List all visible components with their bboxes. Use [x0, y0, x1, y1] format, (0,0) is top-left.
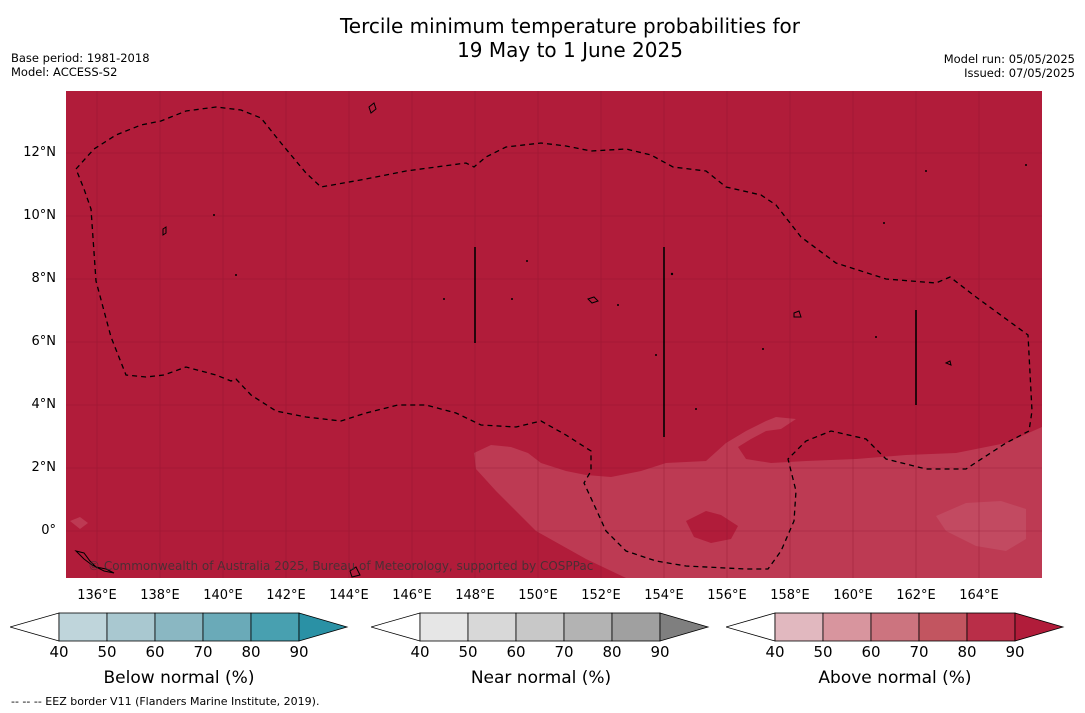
lon-label-156e: 156°E [707, 588, 747, 603]
above-bin-40-50 [774, 612, 824, 642]
above-bin-60-70 [870, 612, 920, 642]
copyright-text: © Commonwealth of Australia 2025, Bureau… [88, 559, 593, 573]
near-tick-70: 70 [554, 643, 574, 661]
lat-label-2n: 2°N [31, 460, 57, 475]
meta-right: Model run: 05/05/2025 Issued: 07/05/2025 [944, 52, 1075, 80]
near-tick-80: 80 [602, 643, 622, 661]
below-tick-50: 50 [97, 643, 117, 661]
west-small-patch [70, 517, 88, 529]
above-tick-90: 90 [1005, 643, 1025, 661]
title-line-1: Tercile minimum temperature probabilitie… [339, 14, 801, 38]
colorbar-near-normal [371, 612, 710, 642]
meta-left: Base period: 1981-2018 Model: ACCESS-S2 [11, 51, 150, 79]
above-bin-70-80 [918, 612, 968, 642]
forecast-map: © Commonwealth of Australia 2025, Bureau… [66, 91, 1042, 578]
near-bin-60-70 [515, 612, 565, 642]
lat-label-0: 0° [41, 523, 56, 538]
lat-label-4n: 4°N [31, 397, 57, 412]
island-kosrae [944, 360, 952, 366]
above-extend-low [726, 612, 776, 642]
inner-light-patch [936, 501, 1026, 551]
below-tick-40: 40 [49, 643, 69, 661]
island-palau [74, 550, 115, 574]
lon-label-144e: 144°E [329, 588, 369, 603]
below-bin-80-90 [250, 612, 300, 642]
islets [213, 164, 1027, 410]
colorbar-above-normal [726, 612, 1065, 642]
above-bin-80-90 [966, 612, 1016, 642]
above-normal-label: Above normal (%) [818, 668, 972, 688]
island-chuuk [587, 296, 599, 304]
title-line-2: 19 May to 1 June 2025 [457, 38, 683, 62]
lon-label-152e: 152°E [581, 588, 621, 603]
lon-label-136e: 136°E [77, 588, 117, 603]
lon-label-142e: 142°E [266, 588, 306, 603]
lon-label-160e: 160°E [833, 588, 873, 603]
near-extend-high [659, 612, 710, 642]
lon-label-158e: 158°E [770, 588, 810, 603]
lat-label-8n: 8°N [31, 271, 57, 286]
island-pohnpei [793, 310, 802, 318]
issued-date: Issued: 07/05/2025 [964, 66, 1075, 80]
island-north [368, 102, 377, 114]
near-tick-50: 50 [458, 643, 478, 661]
lon-label-140e: 140°E [203, 588, 243, 603]
lon-label-150e: 150°E [518, 588, 558, 603]
below-tick-90: 90 [289, 643, 309, 661]
below-extend-low [10, 612, 60, 642]
lon-label-148e: 148°E [455, 588, 495, 603]
coastlines [74, 102, 952, 578]
near-extend-low [371, 612, 421, 642]
colorbar-below-normal [10, 612, 349, 642]
below-bin-70-80 [202, 612, 252, 642]
near-tick-60: 60 [506, 643, 526, 661]
near-normal-label: Near normal (%) [470, 668, 612, 688]
lon-label-146e: 146°E [392, 588, 432, 603]
near-bin-70-80 [563, 612, 613, 642]
islands-vertical [474, 247, 917, 437]
base-period: Base period: 1981-2018 [11, 51, 150, 65]
below-tick-80: 80 [241, 643, 261, 661]
above-extend-high [1014, 612, 1065, 642]
island-south-1 [349, 566, 361, 578]
lon-label-164e: 164°E [959, 588, 999, 603]
above-tick-50: 50 [813, 643, 833, 661]
below-bin-40-50 [58, 612, 108, 642]
graticule [66, 91, 1042, 578]
near-bin-80-90 [611, 612, 661, 642]
model-run: Model run: 05/05/2025 [943, 52, 1075, 66]
map-title: Tercile minimum temperature probabilitie… [0, 14, 1085, 62]
inner-darker-patch [686, 511, 738, 543]
lat-label-12n: 12°N [23, 145, 56, 160]
above-normal-70-80-region [474, 417, 1042, 578]
lat-label-10n: 10°N [23, 208, 56, 223]
near-bin-50-60 [467, 612, 517, 642]
above-tick-60: 60 [861, 643, 881, 661]
island-yap [162, 226, 167, 236]
below-bin-60-70 [154, 612, 204, 642]
above-tick-40: 40 [765, 643, 785, 661]
lon-label-162e: 162°E [896, 588, 936, 603]
near-tick-90: 90 [650, 643, 670, 661]
above-tick-70: 70 [909, 643, 929, 661]
below-normal-label: Below normal (%) [103, 668, 255, 688]
lat-label-6n: 6°N [31, 334, 57, 349]
above-tick-80: 80 [957, 643, 977, 661]
below-bin-50-60 [106, 612, 156, 642]
above-bin-50-60 [822, 612, 872, 642]
eez-footnote: -- -- -- EEZ border V11 (Flanders Marine… [11, 695, 320, 708]
below-tick-70: 70 [193, 643, 213, 661]
near-bin-40-50 [419, 612, 469, 642]
near-tick-40: 40 [410, 643, 430, 661]
below-extend-high [298, 612, 349, 642]
lon-label-138e: 138°E [140, 588, 180, 603]
eez-border [75, 106, 1033, 570]
below-tick-60: 60 [145, 643, 165, 661]
model-name: Model: ACCESS-S2 [11, 65, 118, 79]
map-canvas: © Commonwealth of Australia 2025, Bureau… [66, 91, 1042, 578]
lon-label-154e: 154°E [644, 588, 684, 603]
